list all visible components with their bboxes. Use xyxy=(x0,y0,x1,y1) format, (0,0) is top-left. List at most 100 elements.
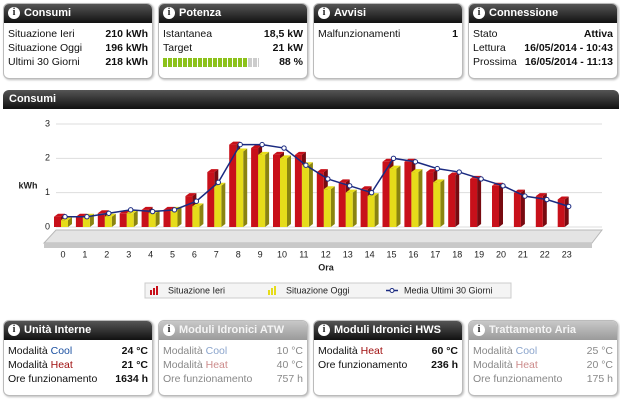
row-label: Ultimi 30 Giorni xyxy=(8,56,80,68)
x-tick-label: 1 xyxy=(82,249,87,259)
line-marker xyxy=(128,207,134,213)
row-value: 210 kWh xyxy=(105,28,148,40)
bar-front xyxy=(360,189,368,227)
row-label: Ore funzionamento xyxy=(163,373,253,385)
row-value: 21 kW xyxy=(272,42,303,54)
bar-front xyxy=(126,213,134,227)
info-panel: Connessione Stato Attiva Lettura 16/05/2014 … xyxy=(468,3,618,79)
row-mode: Cool xyxy=(205,345,228,357)
bar-side xyxy=(374,193,379,227)
bar xyxy=(557,196,569,227)
bar-top xyxy=(54,213,65,217)
legend-label: Situazione Ieri xyxy=(168,285,225,295)
x-tick-label: 15 xyxy=(386,249,396,259)
panel-row: Modalità Cool 25 °C xyxy=(469,344,617,358)
panel-title: Consumi xyxy=(4,4,152,23)
bar-front xyxy=(301,165,309,227)
line-marker xyxy=(412,159,419,165)
bar-top xyxy=(236,148,248,152)
row-label: Modalità xyxy=(473,359,513,371)
bar-front xyxy=(236,151,244,227)
bar-top xyxy=(448,172,460,176)
bar-front xyxy=(345,192,353,227)
bar-front xyxy=(54,216,61,227)
bar-front xyxy=(119,213,127,227)
bar xyxy=(104,213,116,227)
bar-top xyxy=(207,169,219,173)
bar-side xyxy=(499,182,503,227)
bar-front xyxy=(470,178,478,227)
line-marker xyxy=(478,176,484,182)
legend-marker xyxy=(389,288,395,293)
x-tick-label: 13 xyxy=(343,249,353,259)
bar-side xyxy=(265,151,270,227)
line-marker xyxy=(500,183,506,189)
x-tick-label: 7 xyxy=(214,249,219,259)
bar-front xyxy=(104,216,112,227)
row-mode: Heat xyxy=(515,359,538,371)
line-marker xyxy=(237,141,243,148)
line xyxy=(65,143,569,218)
panel-row: Situazione Oggi 196 kWh xyxy=(4,41,152,55)
line-marker xyxy=(171,207,178,213)
bar-front xyxy=(389,168,397,227)
legend-swatch xyxy=(268,290,270,295)
info-panel: Potenza Istantanea 18,5 kW Target 21 kW 88 % xyxy=(158,3,308,79)
bar-top xyxy=(382,158,394,162)
line-marker xyxy=(347,183,353,189)
x-tick-label: 10 xyxy=(277,249,287,259)
row-value: 40 °C xyxy=(276,359,303,371)
row-value: Attiva xyxy=(583,28,613,40)
x-axis-label: Ora xyxy=(318,262,335,272)
bar-top xyxy=(97,210,109,214)
panel-row: Modalità Heat 40 °C xyxy=(159,358,307,372)
x-tick-label: 11 xyxy=(299,249,308,259)
row-value: 1 xyxy=(452,28,458,40)
row-label: Lettura xyxy=(473,42,506,54)
chart-floor xyxy=(42,229,604,244)
bar xyxy=(192,203,204,227)
x-tick-label: 5 xyxy=(170,249,175,259)
legend-swatch xyxy=(153,288,155,295)
bar-side xyxy=(177,206,182,227)
bar-side xyxy=(68,217,72,227)
panel-row: Situazione Ieri 210 kWh xyxy=(4,27,152,41)
bar-front xyxy=(492,185,499,227)
panel-title: Moduli Idronici ATW xyxy=(159,321,307,340)
bar-top xyxy=(280,155,291,159)
bar-side xyxy=(330,186,335,227)
bar-side xyxy=(308,162,313,227)
panel-title: Unità Interne xyxy=(4,321,152,340)
legend-label: Situazione Oggi xyxy=(286,285,350,295)
bar-front xyxy=(382,161,390,227)
bar-side xyxy=(133,210,138,227)
bar-front xyxy=(207,172,215,227)
panel-row: Ore funzionamento 175 h xyxy=(469,372,617,386)
row-value: 757 h xyxy=(276,373,303,385)
bar-top xyxy=(185,193,197,197)
progress-label: 88 % xyxy=(279,56,303,68)
row-value: 10 °C xyxy=(276,345,303,357)
bar-top xyxy=(141,206,153,210)
bar-front xyxy=(258,154,266,227)
bar xyxy=(280,155,291,227)
row-label: Istantanea xyxy=(163,28,213,40)
line-marker xyxy=(390,155,397,162)
x-tick-label: 19 xyxy=(474,249,484,259)
row-label: Modalità xyxy=(163,345,203,357)
bar-front xyxy=(513,192,521,227)
legend-swatch xyxy=(150,290,152,295)
row-value: 60 °C xyxy=(431,345,458,357)
panel-title: Connessione xyxy=(469,4,617,23)
line-marker xyxy=(566,203,572,210)
row-value: 236 h xyxy=(431,359,458,371)
y-tick-label: 1 xyxy=(45,187,50,197)
row-label: Prossima xyxy=(473,56,517,68)
x-tick-label: 20 xyxy=(496,249,506,259)
row-label: Ore funzionamento xyxy=(8,373,98,385)
line-marker xyxy=(149,208,156,215)
